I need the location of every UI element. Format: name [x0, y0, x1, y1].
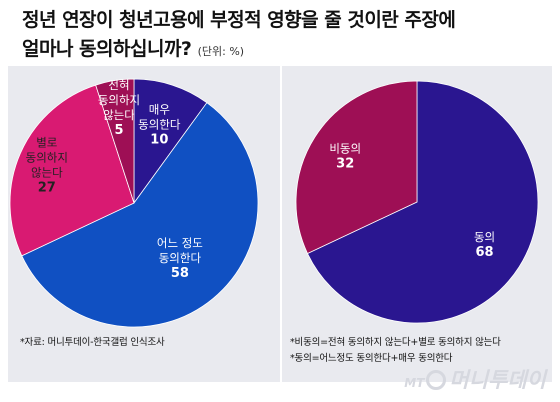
- left-pie-slice-3-label-line-1: 동의하지: [98, 93, 140, 107]
- logo-ring-icon: [426, 370, 447, 390]
- right-pie-slice-0-value: 68: [475, 245, 493, 260]
- agree-definition-note: *동의=어느정도 동의한다+매우 동의한다: [290, 353, 453, 364]
- left-pie-slice-1: [21, 102, 259, 328]
- left-pie-slice-0-label-line-1: 동의한다: [138, 118, 181, 132]
- title-line-2: 얼마나 동의하십니까? (단위: %): [22, 35, 552, 66]
- left-pie-slice-2-label-line-1: 동의하지: [26, 150, 68, 164]
- left-pie-slice-2-label-line-0: 별로: [36, 135, 57, 149]
- left-pie-slice-2: [9, 84, 135, 257]
- left-pie-slice-0-label-line-0: 매우: [149, 103, 170, 117]
- right-pie-slice-1-label-line-0: 비동의: [329, 141, 361, 155]
- right-pie-slice-0: [306, 80, 539, 324]
- publisher-logo: MT 머니투데이: [404, 364, 546, 394]
- left-chart-panel: 매우 동의한다 10 어느 정도 동의한다 58 별로 동의하지 않는다 27 전혀 동의하지 않는다 5…: [8, 66, 280, 382]
- right-pie-slice-0-label-line-0: 동의: [474, 230, 495, 244]
- title-line-2-text: 얼마나 동의하십니까?: [22, 38, 192, 60]
- left-pie-slice-3-value: 5: [114, 123, 123, 138]
- unit-label: (단위: %): [197, 45, 245, 58]
- right-pie-slice-1-value: 32: [336, 156, 354, 171]
- disagree-definition-note: *비동의=전혀 동의하지 않는다+별로 동의하지 않는다: [290, 337, 501, 348]
- left-pie-slice-3: [95, 78, 135, 204]
- left-pie-slice-0: [133, 78, 208, 205]
- logo-mt: MT: [404, 376, 425, 390]
- left-pie-slice-0-value: 10: [150, 133, 168, 148]
- source-note: *자료: 머니투데이-한국갤럽 인식조사: [20, 337, 165, 348]
- left-pie-slice-3-label-line-0: 전혀: [108, 78, 129, 92]
- left-pie-slice-1-label-line-1: 동의한다: [159, 251, 202, 265]
- left-pie-slice-1-label-line-0: 어느 정도: [157, 236, 203, 250]
- right-chart-panel: 동의 68 비동의 32 *비동의=전혀 동의하지 않는다+별로 동의하지 않는다 *…: [282, 66, 552, 382]
- left-pie-slice-1-value: 58: [171, 266, 189, 281]
- right-pie-slice-1: [295, 80, 418, 255]
- logo-text: 머니투데이: [449, 368, 546, 392]
- left-pie-slice-3-label-line-2: 않는다: [103, 108, 135, 122]
- title-line-1: 정년 연장이 청년고용에 부정적 영향을 줄 것이란 주장에: [22, 9, 456, 31]
- left-pie-slice-2-label-line-2: 않는다: [31, 165, 63, 179]
- left-pie-slice-2-value: 27: [38, 180, 56, 195]
- chart-title: 정년 연장이 청년고용에 부정적 영향을 줄 것이란 주장에 얼마나 동의하십니…: [22, 6, 552, 66]
